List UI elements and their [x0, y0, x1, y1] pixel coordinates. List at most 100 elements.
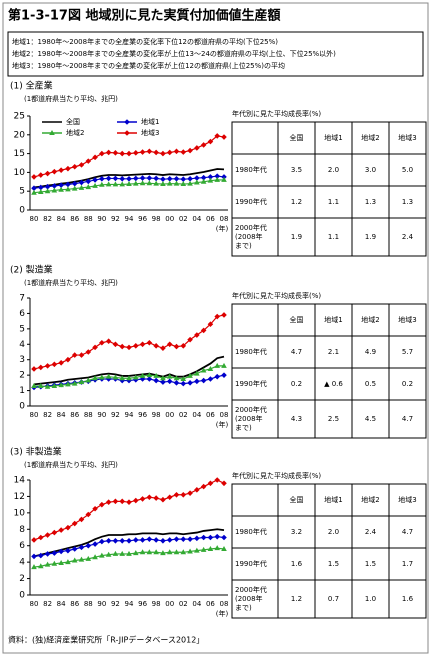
y-tick-label: 20	[14, 130, 26, 140]
table-header: 地域1	[324, 315, 342, 324]
x-axis-label: (年)	[216, 609, 229, 618]
marker	[31, 382, 37, 388]
marker	[139, 376, 146, 382]
marker	[126, 550, 132, 556]
marker	[207, 480, 214, 487]
marker	[153, 343, 159, 349]
marker	[78, 544, 85, 551]
marker	[139, 149, 146, 155]
marker	[200, 367, 207, 373]
legend-label: 地域3	[141, 128, 159, 137]
marker	[112, 175, 119, 182]
marker	[58, 360, 64, 366]
marker	[221, 176, 227, 182]
marker	[65, 181, 71, 188]
marker	[180, 491, 187, 498]
x-tick-label: 94	[125, 600, 134, 608]
marker	[126, 344, 132, 351]
x-tick-label: 88	[84, 600, 93, 608]
marker	[78, 162, 85, 168]
table-header: 地域2	[361, 495, 379, 504]
series-line	[33, 314, 225, 370]
marker	[99, 181, 105, 187]
marker	[180, 376, 187, 381]
table-cell: 4.9	[365, 348, 376, 356]
marker	[37, 534, 44, 541]
marker	[65, 356, 71, 363]
marker	[221, 534, 227, 541]
x-tick-label: 90	[97, 411, 106, 419]
y-tick-label: 6	[19, 309, 25, 319]
marker	[58, 167, 64, 173]
marker	[173, 175, 180, 182]
marker	[146, 549, 153, 555]
table-cell: 0.7	[328, 595, 339, 603]
marker	[51, 550, 58, 556]
marker	[187, 175, 193, 182]
x-axis-label: (年)	[216, 224, 229, 233]
row-label: 2000年代(2008年まで)	[235, 585, 267, 612]
marker	[112, 498, 119, 505]
marker	[44, 188, 51, 194]
legend-label: 地域1	[141, 117, 159, 126]
table-header: 地域3	[398, 133, 416, 142]
marker	[58, 527, 64, 533]
marker	[105, 499, 112, 505]
x-tick-label: 08	[220, 215, 229, 223]
marker	[119, 175, 126, 182]
table-header: 全国	[290, 495, 304, 504]
row-label: 2000年代(2008年まで)	[235, 223, 267, 250]
x-tick-label: 06	[206, 411, 215, 419]
legend-marker	[124, 119, 130, 125]
x-tick-label: 92	[111, 600, 120, 608]
y-tick-label: 5	[19, 187, 25, 197]
marker	[187, 372, 193, 378]
marker	[44, 170, 51, 177]
marker	[214, 133, 221, 139]
x-tick-label: 96	[138, 600, 147, 608]
marker	[160, 150, 166, 157]
marker	[200, 327, 207, 334]
marker	[166, 549, 173, 555]
marker	[99, 175, 105, 182]
x-tick-label: 82	[43, 600, 52, 608]
marker	[112, 181, 119, 187]
marker	[119, 343, 126, 350]
marker	[31, 174, 37, 180]
table-cell: 5.7	[402, 348, 413, 356]
marker	[51, 382, 58, 388]
marker	[173, 375, 180, 381]
marker	[58, 182, 64, 188]
row-label: 1980年代	[235, 165, 267, 174]
marker	[214, 477, 221, 483]
x-tick-label: 08	[220, 411, 229, 419]
x-tick-label: 04	[192, 215, 201, 223]
table-header: 地域1	[324, 495, 342, 504]
marker	[146, 148, 153, 155]
marker	[31, 553, 37, 560]
marker	[99, 150, 105, 157]
table-cell: 1.1	[328, 233, 339, 241]
x-tick-label: 04	[192, 411, 201, 419]
table-cell: 5.0	[402, 166, 413, 174]
marker	[65, 524, 71, 531]
marker	[85, 178, 92, 185]
y-tick-label: 12	[14, 492, 25, 502]
marker	[160, 496, 166, 503]
x-tick-label: 80	[30, 600, 39, 608]
table-header: 全国	[290, 133, 304, 142]
marker	[221, 362, 227, 368]
x-tick-label: 98	[152, 215, 161, 223]
table-caption: 年代別に見た平均成長率(%)	[232, 291, 321, 300]
x-tick-label: 06	[206, 215, 215, 223]
axis-unit: (1都道府県当たり平均、兆円)	[24, 278, 118, 287]
marker	[194, 332, 200, 338]
table-header: 全国	[290, 315, 304, 324]
marker	[146, 175, 153, 181]
marker	[105, 175, 112, 182]
marker	[173, 491, 180, 498]
y-tick-label: 2	[19, 371, 25, 381]
marker	[187, 536, 193, 542]
marker	[37, 563, 44, 569]
marker	[58, 382, 64, 388]
